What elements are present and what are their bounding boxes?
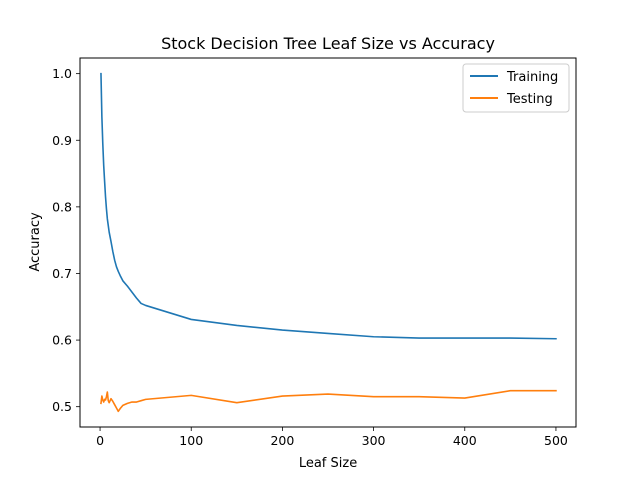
series-line-training xyxy=(100,72,557,340)
y-axis-label: Accuracy xyxy=(28,212,43,272)
legend-label-testing: Testing xyxy=(506,92,553,107)
y-axis: 0.5 0.6 0.7 0.8 0.9 1.0 xyxy=(52,66,80,414)
y-tick-label: 0.8 xyxy=(52,199,72,214)
y-tick-label: 0.5 xyxy=(52,399,72,414)
plot-layer xyxy=(100,72,557,413)
x-axis-label: Leaf Size xyxy=(299,456,357,471)
y-tick-label: 0.6 xyxy=(52,333,72,348)
x-tick-label: 300 xyxy=(362,433,386,448)
x-tick-label: 0 xyxy=(96,433,104,448)
y-tick-label: 0.9 xyxy=(52,133,72,148)
legend-label-training: Training xyxy=(506,70,558,85)
x-tick-label: 200 xyxy=(270,433,294,448)
series-line-testing xyxy=(100,389,557,413)
axes-frame xyxy=(79,57,577,428)
y-tick-label: 1.0 xyxy=(52,66,72,81)
x-axis: 0 100 200 300 400 500 xyxy=(96,427,568,448)
x-tick-label: 500 xyxy=(544,433,568,448)
x-tick-label: 100 xyxy=(179,433,203,448)
y-tick-label: 0.7 xyxy=(52,266,72,281)
x-tick-label: 400 xyxy=(453,433,477,448)
chart-title: Stock Decision Tree Leaf Size vs Accurac… xyxy=(161,34,495,53)
legend: Training Testing xyxy=(462,63,570,113)
